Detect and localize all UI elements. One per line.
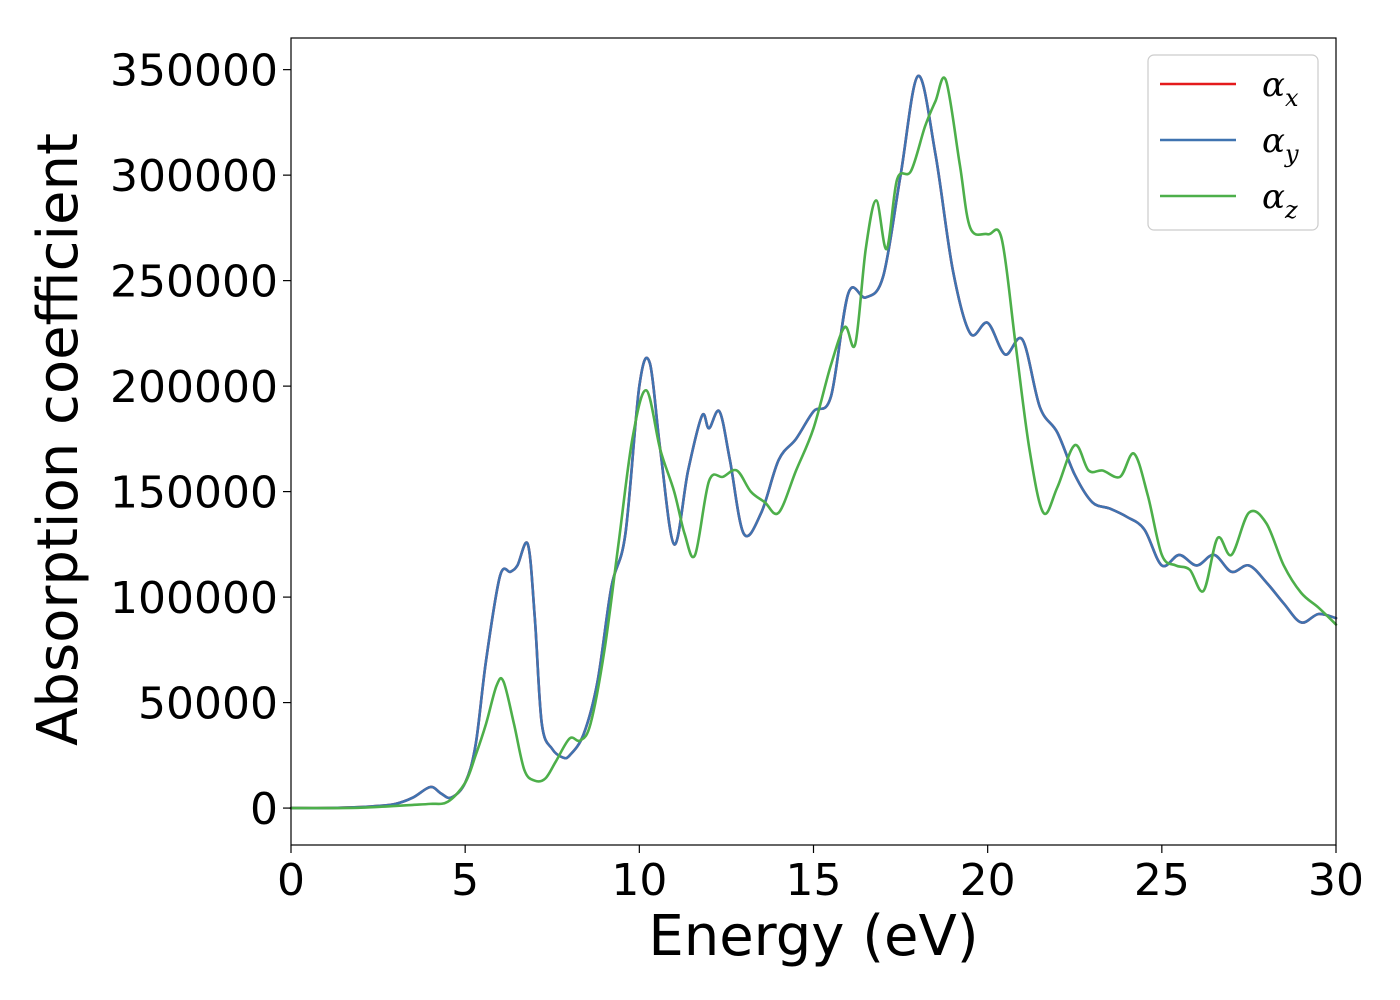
y-tick-label: 100000 xyxy=(110,573,278,624)
x-axis-ticks: 0 5 10 15 20 25 30 xyxy=(277,845,1364,906)
y-tick-label: 150000 xyxy=(110,468,278,519)
legend-label-z: αz xyxy=(1262,177,1298,224)
x-tick-label: 5 xyxy=(451,855,479,906)
x-tick-label: 0 xyxy=(277,855,305,906)
legend-box xyxy=(1147,54,1319,231)
x-tick-label: 20 xyxy=(960,855,1016,906)
y-tick-label: 200000 xyxy=(110,362,278,413)
series-line-y xyxy=(289,74,1338,810)
legend-label-subscript: x xyxy=(1285,84,1299,112)
legend-label-symbol: α xyxy=(1262,65,1285,105)
x-tick-label: 15 xyxy=(786,855,842,906)
legend-label-symbol: α xyxy=(1262,177,1285,217)
y-axis-ticks: 0 50000 100000 150000 200000 250000 300000 3500… xyxy=(110,46,291,835)
x-tick-label: 30 xyxy=(1308,855,1364,906)
y-tick-label: 350000 xyxy=(110,46,278,97)
legend-label-x: αx xyxy=(1262,65,1299,112)
plot-lines xyxy=(289,74,1338,810)
y-tick-label: 250000 xyxy=(110,257,278,308)
y-tick-label: 0 xyxy=(250,784,278,835)
y-tick-label: 50000 xyxy=(138,679,278,730)
x-tick-label: 25 xyxy=(1134,855,1190,906)
legend-label-y: αy xyxy=(1262,121,1299,168)
legend-label-subscript: y xyxy=(1284,140,1299,168)
legend-label-symbol: α xyxy=(1262,121,1285,161)
y-axis-label: Absorption coefficient xyxy=(26,133,91,746)
legend-label-subscript: z xyxy=(1284,196,1298,224)
series-line-z xyxy=(289,76,1338,810)
y-tick-label: 300000 xyxy=(110,151,278,202)
x-axis-label: Energy (eV) xyxy=(648,904,978,969)
x-tick-label: 10 xyxy=(611,855,667,906)
